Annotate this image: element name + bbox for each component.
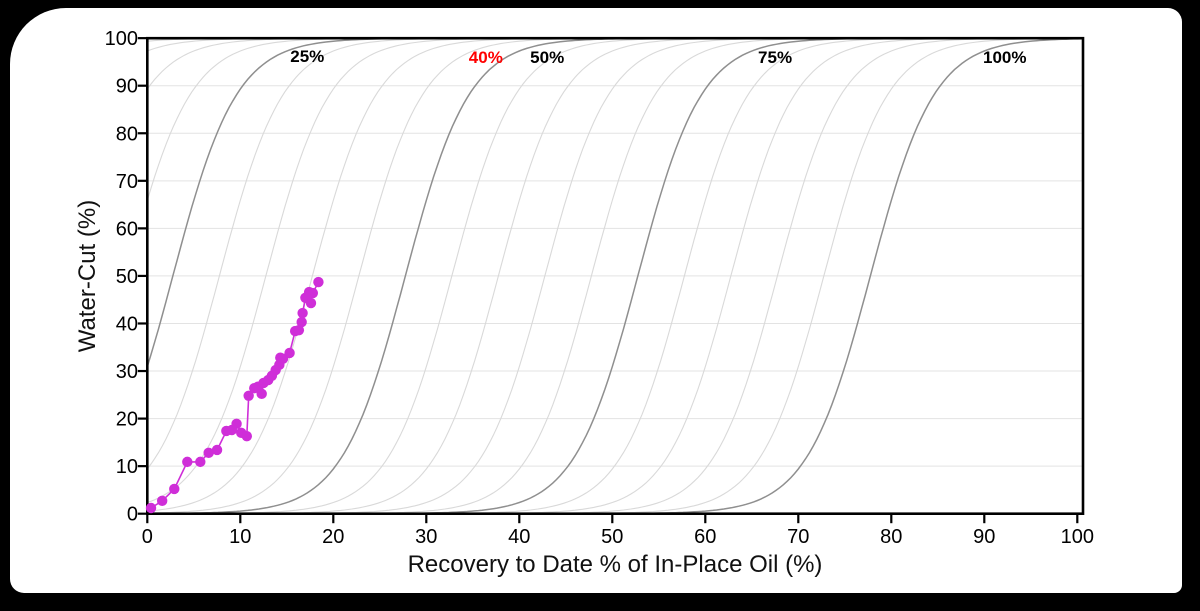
data-point-0-9: [231, 418, 242, 430]
x-tick-label-40: 40: [508, 526, 530, 548]
type-curve-label-25: 25%: [290, 47, 325, 67]
data-point-0-5: [203, 447, 214, 459]
x-tick-label-10: 10: [229, 526, 251, 548]
data-point-0-1: [156, 495, 168, 507]
x-tick-label-90: 90: [973, 526, 995, 548]
data-point-0-32: [313, 276, 324, 288]
y-tick-label-50: 50: [116, 266, 138, 288]
x-tick-label-100: 100: [1061, 526, 1094, 548]
plot-frame: [146, 36, 1085, 516]
y-axis-title: Water-Cut (%): [74, 199, 101, 353]
y-tick-label-20: 20: [116, 409, 138, 431]
x-tick-label-70: 70: [787, 526, 809, 548]
type-curve-30: [146, 37, 1081, 470]
type-curve-label-75: 75%: [758, 48, 793, 68]
type-curve-35: [147, 37, 1081, 504]
x-tick-label-0: 0: [142, 526, 153, 548]
y-tick-label-100: 100: [105, 28, 138, 50]
data-point-0-4: [195, 456, 206, 468]
type-curve-10: [147, 37, 1081, 52]
chart-card: [10, 8, 1182, 593]
data-series-line-0: [150, 281, 320, 509]
y-tick-label-10: 10: [116, 456, 138, 478]
x-tick-label-80: 80: [880, 526, 902, 548]
data-point-0-0: [145, 502, 157, 514]
x-tick-label-50: 50: [601, 526, 623, 548]
type-curve-40: [147, 37, 1081, 512]
x-tick-label-60: 60: [694, 526, 716, 548]
x-tick-label-20: 20: [322, 526, 344, 548]
y-tick-label-90: 90: [116, 76, 138, 98]
y-tick-label-80: 80: [116, 123, 138, 145]
data-point-0-25: [293, 324, 305, 336]
data-point-0-27: [297, 307, 308, 319]
y-tick-label-70: 70: [116, 171, 138, 193]
y-tick-label-60: 60: [116, 218, 138, 240]
x-axis-title: Recovery to Date % of In-Place Oil (%): [407, 551, 823, 578]
data-point-0-26: [296, 316, 307, 328]
type-curve-label-50: 50%: [530, 48, 565, 68]
type-curve-label-100: 100%: [983, 48, 1027, 68]
x-tick-label-30: 30: [415, 526, 437, 548]
type-curve-15: [146, 37, 1081, 90]
data-point-0-31: [307, 287, 319, 299]
data-point-0-6: [211, 444, 223, 456]
data-point-0-15: [256, 388, 267, 400]
data-point-0-11: [241, 430, 253, 442]
data-point-0-12: [243, 390, 254, 401]
type-curve-label-40: 40%: [468, 48, 503, 68]
y-tick-label-30: 30: [116, 361, 138, 383]
data-point-0-3: [182, 456, 193, 468]
y-tick-label-40: 40: [116, 313, 138, 335]
data-point-0-29: [305, 297, 317, 309]
data-point-0-2: [169, 483, 180, 495]
data-point-0-23: [284, 347, 295, 359]
y-tick-label-0: 0: [127, 504, 138, 526]
type-curve-20: [146, 37, 1081, 201]
